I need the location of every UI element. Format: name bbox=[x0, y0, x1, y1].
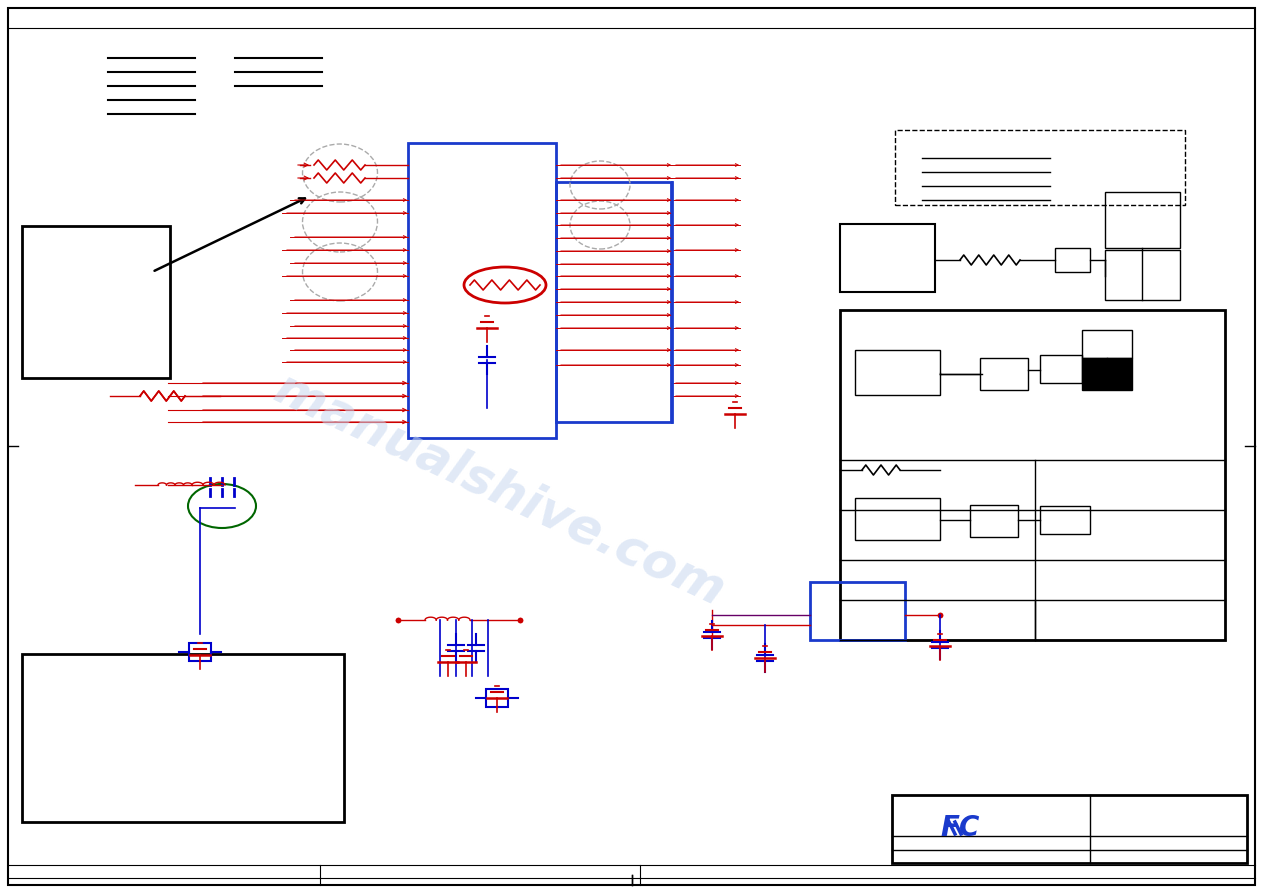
Bar bbox=[1082, 358, 1132, 390]
Bar bbox=[840, 224, 935, 292]
Bar bbox=[189, 643, 211, 661]
Bar bbox=[855, 498, 940, 540]
Bar bbox=[895, 130, 1185, 205]
Bar bbox=[1105, 250, 1180, 300]
Bar bbox=[810, 582, 906, 640]
Bar bbox=[1055, 248, 1090, 272]
Bar bbox=[1039, 355, 1082, 383]
Bar bbox=[21, 226, 171, 378]
Bar bbox=[892, 795, 1247, 863]
Text: FC: FC bbox=[941, 814, 980, 842]
Bar bbox=[1039, 506, 1090, 534]
Bar bbox=[1105, 192, 1180, 248]
Bar bbox=[840, 310, 1225, 640]
Bar bbox=[486, 689, 508, 707]
Bar bbox=[408, 143, 556, 438]
Bar bbox=[970, 505, 1018, 537]
Bar bbox=[556, 182, 671, 422]
Bar bbox=[855, 350, 940, 395]
Bar bbox=[980, 358, 1028, 390]
Text: manualshive.com: manualshive.com bbox=[266, 364, 733, 616]
Bar bbox=[1082, 330, 1132, 358]
Bar bbox=[21, 654, 344, 822]
